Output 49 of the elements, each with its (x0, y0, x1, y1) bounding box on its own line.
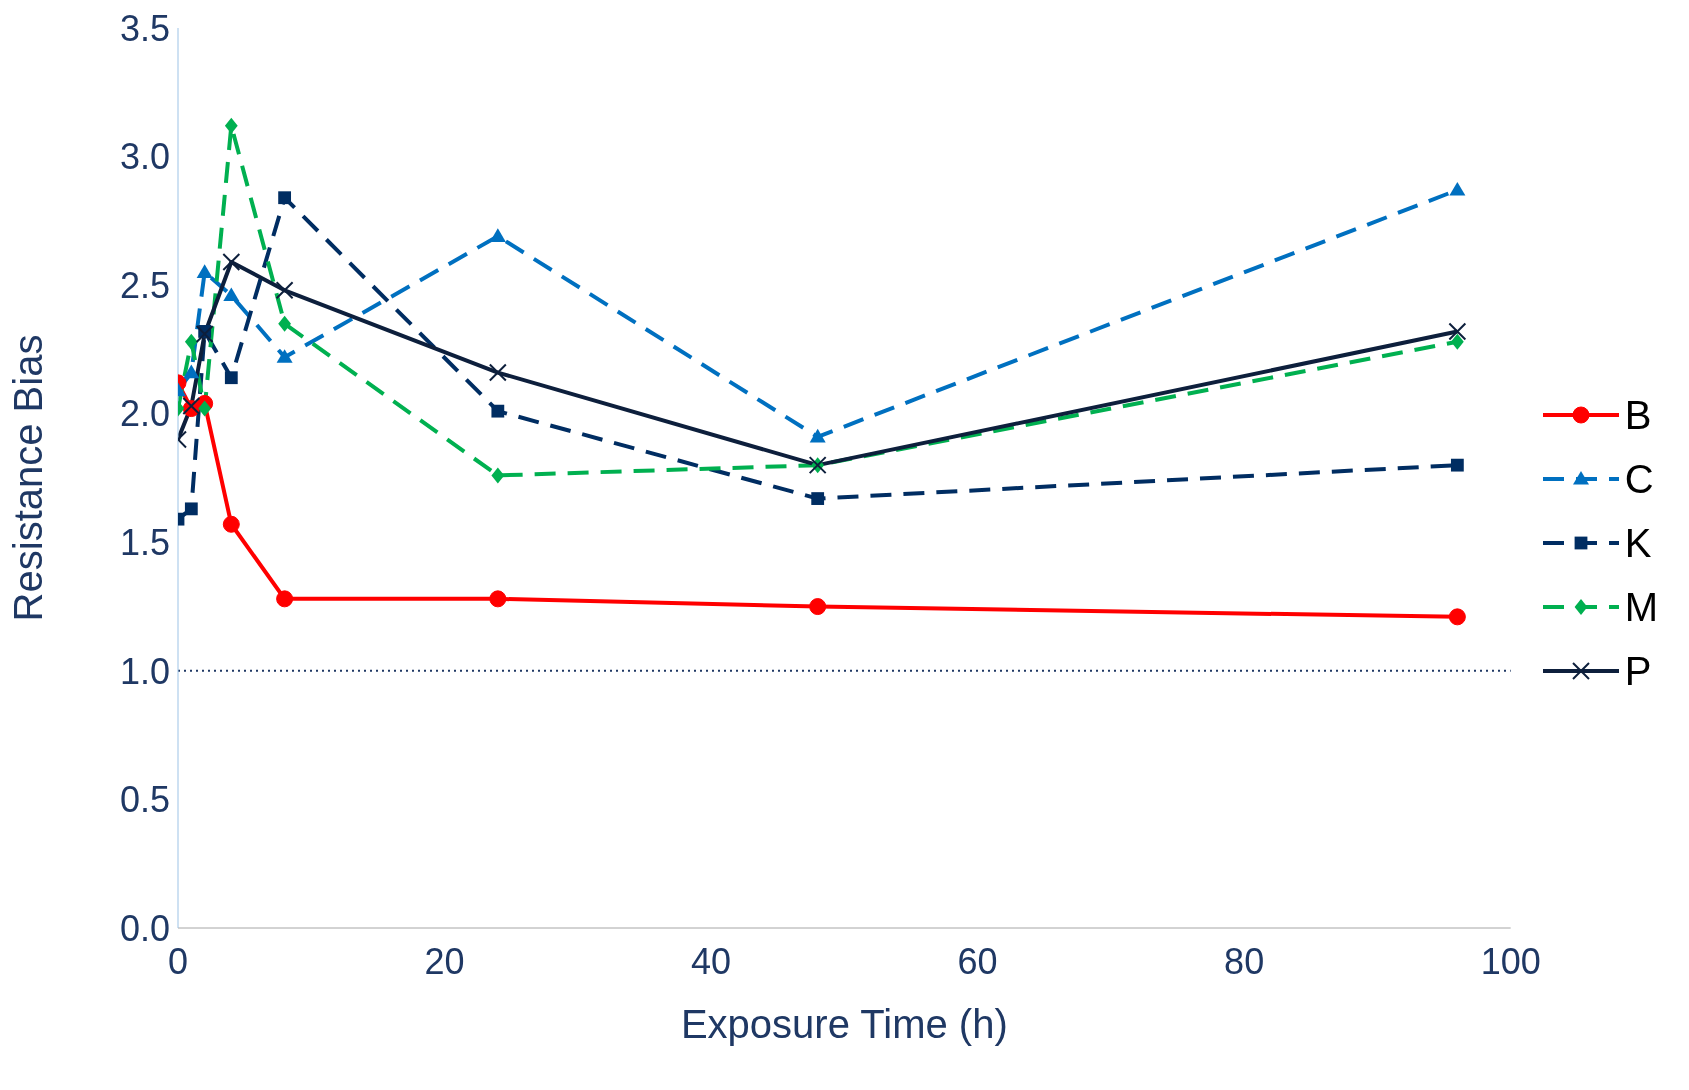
x-axis-title: Exposure Time (h) (680, 1002, 1008, 1046)
point (489, 590, 507, 608)
legend-label: M (1624, 584, 1658, 630)
y-tick-label: 2.5 (119, 264, 170, 306)
point (224, 371, 238, 385)
point (183, 364, 200, 379)
y-axis-title: Resistance Bias (6, 334, 51, 622)
point (222, 253, 241, 271)
point (278, 191, 292, 205)
x-tick-label: 0 (167, 940, 189, 982)
point (1449, 182, 1466, 196)
x-tick-label: 40 (691, 940, 732, 982)
point (184, 333, 198, 350)
point (278, 315, 292, 332)
legend-label: B (1624, 392, 1652, 438)
point (491, 467, 505, 484)
legend-label: C (1624, 456, 1654, 502)
point (276, 349, 293, 363)
point (222, 515, 240, 533)
x-tick-label: 80 (1224, 940, 1265, 982)
point (491, 404, 505, 418)
point (223, 287, 240, 302)
y-tick-label: 3.5 (119, 7, 170, 49)
point (196, 264, 213, 278)
y-tick-label: 2.0 (119, 393, 170, 435)
point (275, 281, 294, 300)
point (184, 502, 198, 516)
point (809, 428, 826, 443)
point (1450, 333, 1464, 350)
point (488, 363, 507, 382)
point (809, 598, 827, 616)
point (276, 590, 294, 608)
y-tick-label: 1.0 (119, 650, 170, 692)
x-tick-label: 60 (957, 940, 998, 982)
y-tick-label: 3.0 (119, 136, 170, 178)
point (1450, 458, 1464, 472)
x-tick-label: 20 (424, 940, 465, 982)
legend-label: K (1624, 520, 1652, 566)
x-tick-label: 100 (1480, 940, 1541, 982)
point (811, 492, 825, 505)
y-tick-label: 0.0 (119, 907, 170, 949)
y-tick-label: 1.5 (119, 522, 170, 564)
point (224, 117, 238, 134)
point (1448, 608, 1466, 626)
y-tick-label: 0.5 (119, 779, 170, 821)
legend-label: P (1624, 648, 1652, 694)
point (195, 325, 214, 343)
point (1448, 322, 1467, 341)
point (198, 400, 212, 417)
